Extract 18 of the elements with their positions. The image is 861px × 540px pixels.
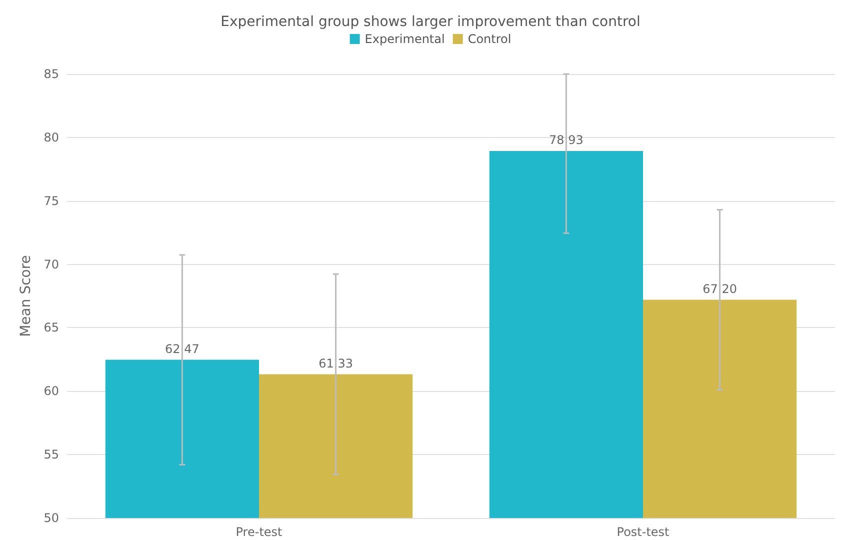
y-tick-label: 60 [44,384,59,398]
y-tick-label: 70 [44,257,59,272]
y-tick-label: 50 [44,511,59,525]
data-label: 78.93 [549,133,584,147]
data-label: 67.20 [702,282,737,296]
y-tick-label: 85 [44,67,59,81]
data-label: 61.33 [318,356,353,370]
y-tick-label: 65 [44,320,59,335]
chart-title: Experimental group shows larger improvement than control [220,14,640,30]
data-label: 62.47 [165,342,200,356]
x-tick-label: Post-test [616,525,670,539]
y-tick-label: 75 [44,194,59,208]
x-tick-label: Pre-test [236,525,283,539]
y-tick-label: 80 [44,130,59,144]
legend-label: Control [468,32,512,46]
legend-label: Experimental [364,32,445,46]
y-tick-label: 55 [44,448,59,462]
y-axis-title: Mean Score [18,255,34,337]
